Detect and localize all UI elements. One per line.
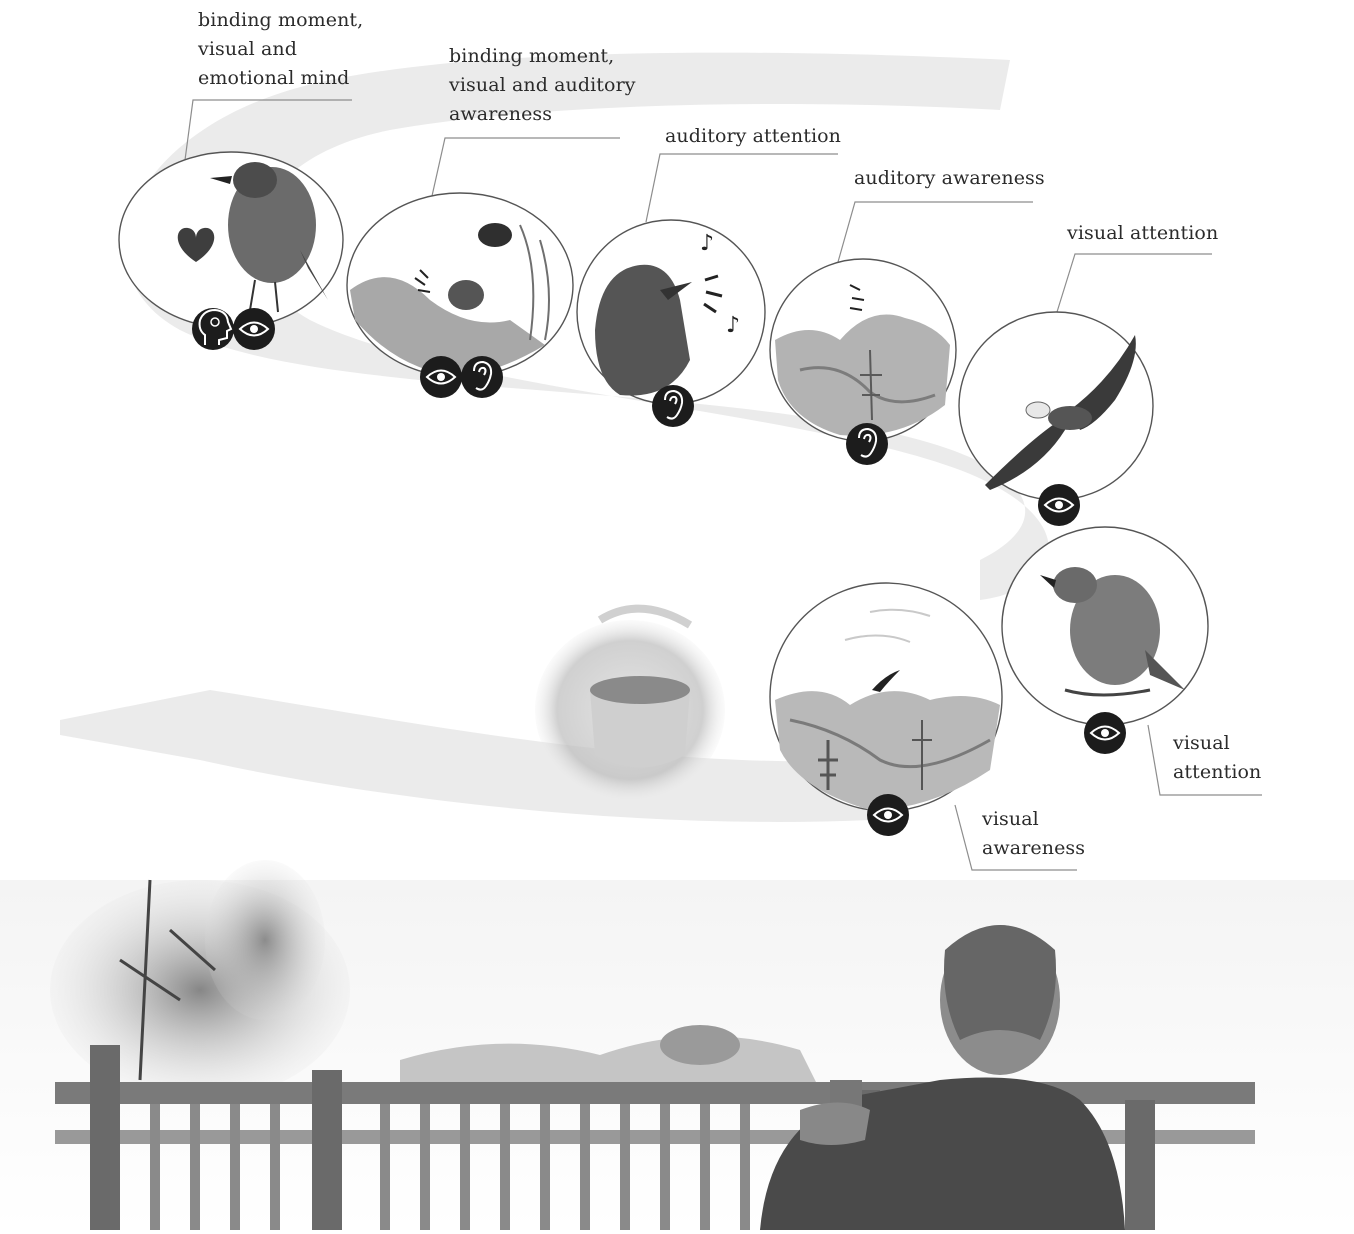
label-auditory-attention: auditory attention <box>665 122 841 151</box>
label-line: visual attention <box>1067 222 1219 244</box>
label-line: awareness <box>449 103 553 125</box>
person-illustration <box>760 925 1125 1230</box>
svg-text:♪: ♪ <box>700 231 714 256</box>
label-line: visual <box>982 808 1039 830</box>
label-visual-awareness: visual awareness <box>982 805 1085 863</box>
label-line: auditory awareness <box>854 167 1045 189</box>
label-visual-attention-right: visual attention <box>1173 729 1261 787</box>
scene-circle-visual-awareness <box>769 582 1003 812</box>
label-binding-emotional: binding moment, visual and emotional min… <box>198 6 363 93</box>
label-line: binding moment, <box>198 9 364 31</box>
scene-circle-visual-auditory <box>346 192 574 378</box>
ear-icon <box>846 423 888 465</box>
label-line: binding moment, <box>449 45 615 67</box>
label-line: visual and auditory <box>449 74 636 96</box>
ear-icon <box>461 356 503 398</box>
heart-icon <box>177 227 215 262</box>
ear-icon <box>652 385 694 427</box>
eye-icon <box>233 308 275 350</box>
eye-icon <box>1038 484 1080 526</box>
head-icon <box>192 308 234 350</box>
label-line: emotional mind <box>198 67 350 89</box>
eye-icon <box>867 794 909 836</box>
leader-lines <box>184 99 1262 871</box>
label-binding-visual-auditory: binding moment, visual and auditory awar… <box>449 42 636 129</box>
scene-circle-emotional <box>118 151 344 329</box>
scene-circle-visual-attention-eagle <box>958 311 1154 501</box>
scene-circle-auditory-awareness <box>769 258 957 442</box>
svg-text:♪: ♪ <box>726 313 740 338</box>
label-line: awareness <box>982 837 1086 859</box>
eye-icon <box>1084 712 1126 754</box>
label-line: attention <box>1173 761 1262 783</box>
eye-icon <box>420 356 462 398</box>
icon-badges <box>192 308 1126 836</box>
scene-circle-auditory-attention: ♪ ♪ <box>576 219 766 405</box>
label-line: visual and <box>198 38 297 60</box>
coffee-cup-illustration <box>535 604 725 800</box>
label-visual-attention-top: visual attention <box>1067 219 1218 248</box>
label-auditory-awareness: auditory awareness <box>854 164 1045 193</box>
label-line: visual <box>1173 732 1230 754</box>
label-line: auditory attention <box>665 125 842 147</box>
porch-scene <box>0 860 1354 1230</box>
scene-circle-visual-attention-bird <box>1001 526 1209 726</box>
